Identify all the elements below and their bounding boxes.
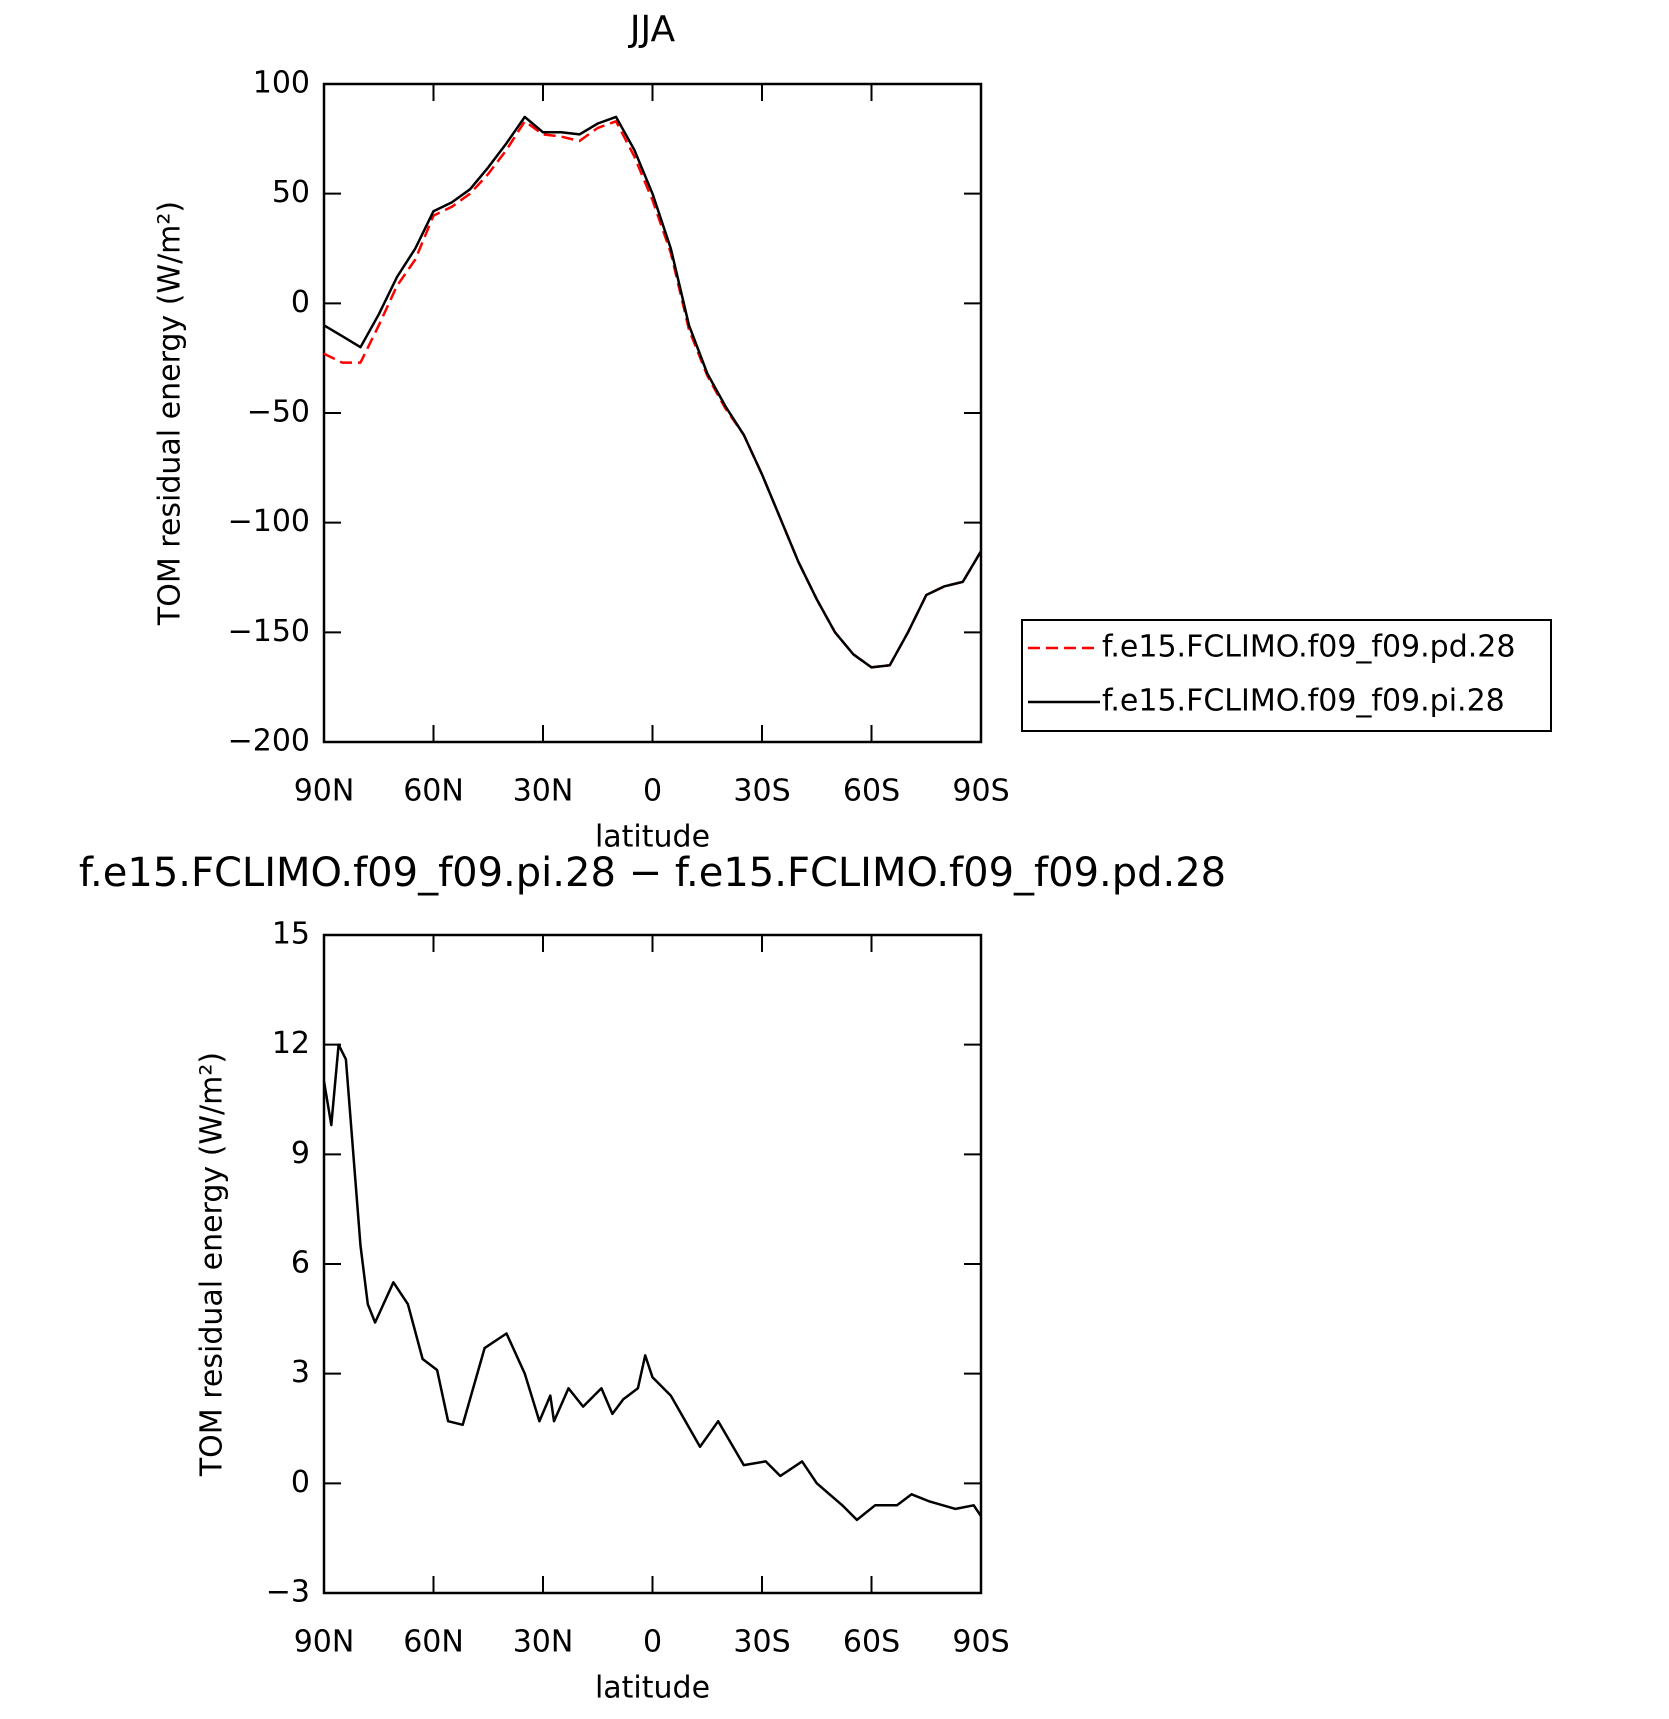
x-tick-label: 60S xyxy=(843,774,900,809)
x-tick-label: 90S xyxy=(952,774,1009,809)
x-tick-label: 90N xyxy=(294,1625,355,1660)
x-tick-label: 90N xyxy=(294,774,355,809)
x-tick-label: 60N xyxy=(403,774,464,809)
x-axis-label: latitude xyxy=(595,1671,710,1706)
y-tick-label: −3 xyxy=(266,1575,310,1610)
y-tick-label: 9 xyxy=(291,1136,310,1171)
y-tick-label: −100 xyxy=(228,504,310,539)
x-tick-label: 30N xyxy=(513,774,574,809)
x-tick-label: 90S xyxy=(952,1625,1009,1660)
data-line xyxy=(323,115,983,669)
chart-title: f.e15.FCLIMO.f09_f09.pi.28 − f.e15.FCLIM… xyxy=(79,850,1226,896)
legend-label: f.e15.FCLIMO.f09_f09.pd.28 xyxy=(1102,630,1515,665)
legend-box xyxy=(1021,619,1552,732)
y-tick-label: 0 xyxy=(291,1465,310,1500)
y-axis-label: TOM residual energy (W/m²) xyxy=(195,1052,230,1477)
legend-label: f.e15.FCLIMO.f09_f09.pi.28 xyxy=(1102,684,1505,719)
y-tick-label: 50 xyxy=(272,175,310,210)
data-line xyxy=(322,1043,983,1522)
x-tick-label: 30S xyxy=(733,1625,790,1660)
x-tick-label: 0 xyxy=(643,774,662,809)
y-tick-label: 3 xyxy=(291,1355,310,1390)
y-tick-label: −200 xyxy=(228,724,310,759)
y-tick-label: 0 xyxy=(291,285,310,320)
y-tick-label: 100 xyxy=(253,66,310,101)
y-tick-label: 12 xyxy=(272,1026,310,1061)
x-tick-label: 0 xyxy=(643,1625,662,1660)
y-axis-label: TOM residual energy (W/m²) xyxy=(153,201,188,626)
y-tick-label: −150 xyxy=(228,614,310,649)
x-axis-label: latitude xyxy=(595,820,710,855)
x-tick-label: 30N xyxy=(513,1625,574,1660)
y-tick-label: 6 xyxy=(291,1246,310,1281)
x-tick-label: 60S xyxy=(843,1625,900,1660)
x-tick-label: 30S xyxy=(733,774,790,809)
x-tick-label: 60N xyxy=(403,1625,464,1660)
chart-title: JJA xyxy=(628,9,676,50)
y-tick-label: 15 xyxy=(272,917,310,952)
plot-frame xyxy=(322,82,983,744)
plot-frame xyxy=(322,933,983,1595)
y-tick-label: −50 xyxy=(247,395,310,430)
data-line xyxy=(323,120,983,669)
